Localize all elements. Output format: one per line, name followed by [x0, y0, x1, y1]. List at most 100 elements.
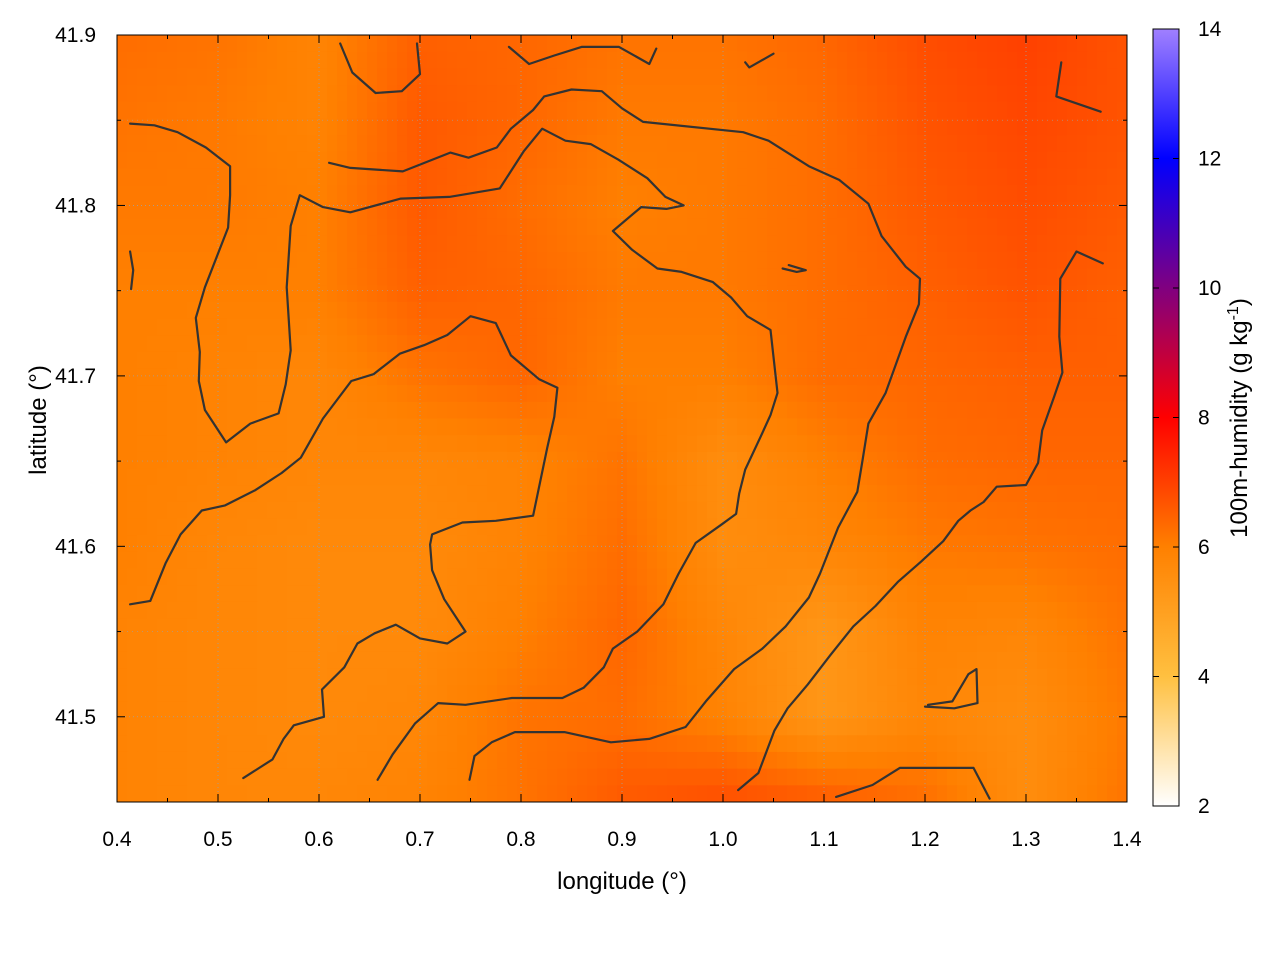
heatmap-cell: [1057, 385, 1068, 403]
heatmap-cell: [987, 135, 998, 153]
heatmap-cell: [637, 601, 648, 620]
heatmap-cell: [1087, 501, 1098, 520]
heatmap-cell: [847, 401, 858, 420]
heatmap-cell: [1067, 85, 1078, 103]
heatmap-cell: [257, 535, 268, 553]
heatmap-cell: [957, 118, 968, 136]
heatmap-cell: [447, 301, 458, 320]
heatmap-cell: [277, 335, 288, 353]
heatmap-cell: [927, 251, 938, 270]
heatmap-cell: [987, 585, 998, 603]
heatmap-cell: [327, 635, 338, 653]
heatmap-cell: [1087, 385, 1098, 403]
heatmap-cell: [1067, 68, 1078, 86]
heatmap-cell: [177, 218, 188, 236]
heatmap-cell: [887, 618, 898, 636]
heatmap-cell: [297, 68, 308, 86]
heatmap-cell: [267, 118, 278, 136]
heatmap-cell: [207, 618, 218, 636]
heatmap-cell: [947, 601, 958, 620]
heatmap-cell: [487, 251, 498, 270]
heatmap-cell: [247, 68, 258, 86]
heatmap-cell: [457, 751, 468, 770]
heatmap-cell: [877, 518, 888, 536]
heatmap-cell: [1077, 435, 1088, 453]
heatmap-cell: [227, 618, 238, 636]
heatmap-cell: [1117, 335, 1127, 353]
heatmap-cell: [647, 51, 658, 69]
heatmap-cell: [627, 401, 638, 420]
heatmap-cell: [817, 668, 828, 686]
heatmap-cell: [227, 735, 238, 753]
heatmap-cell: [937, 785, 948, 802]
heatmap-cell: [1117, 135, 1127, 153]
heatmap-cell: [287, 385, 298, 403]
heatmap-cell: [157, 235, 168, 253]
heatmap-cell: [557, 501, 568, 520]
heatmap-cell: [407, 468, 418, 486]
heatmap-cell: [887, 551, 898, 570]
contour-line: [744, 52, 775, 69]
heatmap-cell: [827, 85, 838, 103]
heatmap-cell: [587, 535, 598, 553]
heatmap-cell: [417, 235, 428, 253]
heatmap-cell: [917, 335, 928, 353]
heatmap-cell: [447, 585, 458, 603]
heatmap-cell: [297, 701, 308, 720]
heatmap-cell: [647, 135, 658, 153]
heatmap-cell: [317, 701, 328, 720]
heatmap-cell: [1037, 618, 1048, 636]
heatmap-cell: [547, 118, 558, 136]
heatmap-cell: [457, 418, 468, 436]
heatmap-cell: [907, 435, 918, 453]
heatmap-cell: [667, 751, 678, 770]
heatmap-cell: [927, 218, 938, 236]
heatmap-cell: [417, 335, 428, 353]
heatmap-cell: [687, 751, 698, 770]
heatmap-cell: [297, 251, 308, 270]
heatmap-cell: [627, 285, 638, 303]
heatmap-cell: [417, 768, 428, 786]
heatmap-cell: [147, 501, 158, 520]
heatmap-cell: [517, 518, 528, 536]
heatmap-cell: [847, 385, 858, 403]
heatmap-cell: [227, 351, 238, 370]
heatmap-cell: [1017, 151, 1028, 169]
heatmap-cell: [627, 651, 638, 670]
heatmap-cell: [707, 51, 718, 69]
heatmap-cell: [1047, 685, 1058, 703]
heatmap-cell: [847, 268, 858, 286]
heatmap-cell: [747, 335, 758, 353]
heatmap-cell: [987, 685, 998, 703]
heatmap-cell: [287, 118, 298, 136]
heatmap-cell: [497, 251, 508, 270]
heatmap-cell: [967, 518, 978, 536]
heatmap-cell: [917, 201, 928, 220]
heatmap-cell: [137, 301, 148, 320]
heatmap-cell: [337, 651, 348, 670]
colorbar-label: 100m-humidity (g kg-1): [1225, 298, 1253, 538]
heatmap-cell: [487, 735, 498, 753]
heatmap-cell: [957, 785, 968, 802]
heatmap-cell: [117, 451, 128, 470]
heatmap-cell: [927, 268, 938, 286]
heatmap-cell: [257, 385, 268, 403]
heatmap-cell: [327, 335, 338, 353]
heatmap-cell: [847, 718, 858, 736]
heatmap-cell: [927, 168, 938, 186]
heatmap-cell: [717, 118, 728, 136]
heatmap-cell: [247, 651, 258, 670]
heatmap-cell: [267, 668, 278, 686]
heatmap-cell: [907, 701, 918, 720]
heatmap-cell: [817, 735, 828, 753]
heatmap-cell: [947, 651, 958, 670]
heatmap-cell: [667, 768, 678, 786]
heatmap-cell: [267, 185, 278, 203]
heatmap-cell: [657, 335, 668, 353]
heatmap-cell: [567, 585, 578, 603]
heatmap-cell: [707, 401, 718, 420]
heatmap-cell: [527, 768, 538, 786]
heatmap-cell: [357, 101, 368, 119]
heatmap-cell: [627, 118, 638, 136]
heatmap-cell: [1027, 551, 1038, 570]
